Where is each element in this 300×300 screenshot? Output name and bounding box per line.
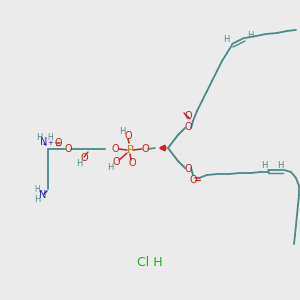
Text: O: O <box>189 175 197 185</box>
Text: O: O <box>112 157 120 167</box>
Text: O: O <box>64 144 72 154</box>
Text: O: O <box>80 153 88 163</box>
Text: Cl H: Cl H <box>137 256 163 268</box>
Text: H: H <box>247 32 253 40</box>
Text: H: H <box>107 164 113 172</box>
Text: O: O <box>184 164 192 174</box>
Text: O: O <box>141 144 149 154</box>
Text: N: N <box>39 190 47 200</box>
Text: O: O <box>128 158 136 168</box>
Text: P: P <box>127 145 134 155</box>
Text: H: H <box>261 161 267 170</box>
Text: O: O <box>184 122 192 132</box>
Text: O: O <box>184 111 192 121</box>
Text: O: O <box>111 144 119 154</box>
Text: N: N <box>40 137 48 147</box>
Text: H: H <box>223 35 229 44</box>
Text: O: O <box>54 138 62 148</box>
Text: H: H <box>34 185 40 194</box>
Text: H: H <box>119 128 125 136</box>
Text: +: + <box>47 140 53 146</box>
Text: H: H <box>76 158 82 167</box>
Text: H: H <box>36 133 42 142</box>
Text: O: O <box>124 131 132 141</box>
Text: H: H <box>34 196 40 205</box>
Text: H: H <box>277 161 283 170</box>
Text: H: H <box>47 133 53 142</box>
